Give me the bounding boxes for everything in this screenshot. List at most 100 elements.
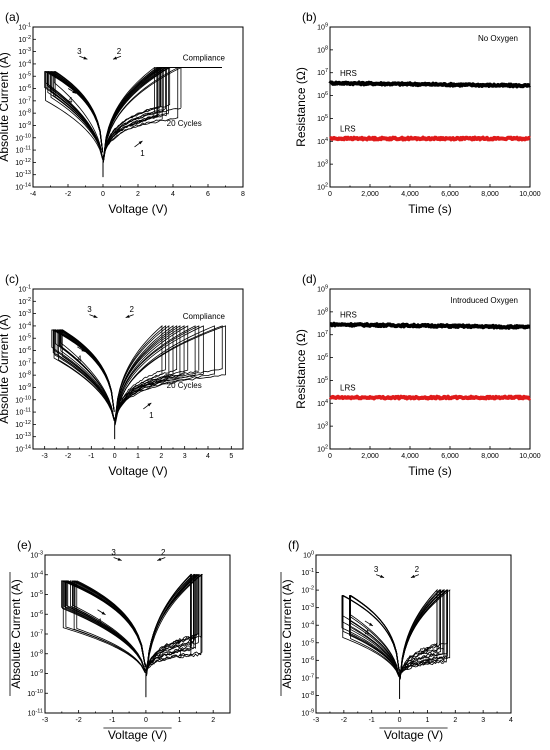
chart-panel-b: (b) 0 2,000 4,000 6,000 8,000 10,000 102 103 104 1…: [294, 10, 541, 216]
iv-curve-reset: [70, 580, 146, 667]
y-tick-label: 10-8: [30, 649, 43, 658]
x-tick-label: 4: [509, 717, 513, 724]
x-tick-label: 1: [425, 717, 429, 724]
iv-curve-lrs: [114, 325, 167, 420]
sweep-arrow-head: [147, 402, 152, 407]
iv-curve-reset: [67, 580, 146, 667]
y-tick-label: 10-7: [18, 96, 31, 105]
iv-curve-hrs-neg: [44, 71, 104, 159]
series-line-lrs: [329, 135, 531, 142]
iv-curve-reset: [47, 70, 104, 153]
y-tick-label: 10-1: [18, 285, 31, 294]
y-tick-label: 102: [317, 445, 328, 454]
y-tick-label: 10-12: [15, 158, 31, 167]
x-tick-label: 4: [206, 453, 210, 460]
x-tick-label: 0: [398, 717, 402, 724]
panel-annotation: Introduced Oxygen: [450, 296, 518, 305]
x-tick-label: 2,000: [361, 191, 379, 198]
y-tick-label: 10-11: [28, 709, 43, 718]
iv-curve-hrs-neg: [59, 329, 115, 420]
compliance-label: Compliance: [183, 312, 226, 321]
y-tick-label: 104: [317, 399, 328, 408]
iv-curve-hrs-neg: [54, 329, 115, 421]
y-tick-label: 109: [317, 23, 328, 32]
y-tick-label: 10-3: [301, 603, 314, 612]
y-tick-label: 10-10: [15, 395, 31, 404]
y-tick-label: 10-3: [18, 47, 31, 56]
iv-curve-hrs-neg: [56, 329, 115, 421]
iv-curve-hrs: [102, 117, 178, 158]
sweep-arrow-head: [157, 557, 162, 561]
x-tick-label: 4,000: [401, 191, 419, 198]
iv-curve-hrs: [114, 373, 162, 419]
iv-curve-reset: [66, 580, 146, 667]
y-tick-label: 10-14: [15, 183, 31, 192]
iv-curve-hrs-neg: [46, 71, 104, 159]
y-tick-label: 10-2: [18, 35, 31, 44]
sweep-arrow-head: [93, 314, 98, 318]
y-axis-title: Resistance (Ω): [294, 329, 308, 409]
x-tick-label: 6,000: [441, 191, 459, 198]
iv-curve-lrs: [102, 67, 179, 163]
sweep-label-4: 4: [365, 628, 370, 637]
y-tick-label: 10-4: [18, 59, 31, 68]
y-tick-label: 10-9: [301, 709, 314, 718]
y-tick-label: 10-8: [18, 109, 31, 118]
x-axis-title: Time (s): [408, 464, 452, 478]
iv-curve-hrs-neg: [65, 580, 146, 674]
x-tick-label: -2: [341, 717, 347, 724]
y-tick-label: 10-8: [18, 371, 31, 380]
y-tick-label: 10-11: [16, 146, 31, 155]
sweep-arrow-head: [117, 557, 122, 561]
iv-curve-lrs: [146, 573, 192, 673]
y-tick-label: 10-5: [301, 638, 314, 647]
x-tick-label: -3: [42, 717, 48, 724]
y-tick-label: 10-6: [18, 346, 31, 355]
sweep-label-1: 1: [427, 657, 432, 666]
iv-curve-lrs: [146, 573, 200, 673]
sweep-label-2: 2: [161, 548, 166, 557]
y-tick-label: 100: [303, 551, 314, 560]
sweep-label-4: 4: [97, 617, 102, 626]
y-tick-label: 10-9: [30, 669, 43, 678]
sweep-arrow-head: [83, 56, 88, 60]
y-tick-label: 106: [317, 353, 328, 362]
iv-curve-lrs: [102, 67, 160, 161]
iv-curve-hrs: [146, 642, 199, 669]
iv-curve-set: [177, 67, 222, 119]
chart-panel-d: (d) 0 2,000 4,000 6,000 8,000 10,000 102 103 104 1…: [294, 272, 541, 478]
iv-curve-reset: [56, 329, 115, 412]
y-tick-label: 10-2: [301, 586, 314, 595]
iv-curve-hrs: [114, 368, 223, 420]
iv-curve-reset: [53, 70, 104, 152]
sweep-arrow-head: [81, 348, 86, 352]
iv-curve-lrs: [114, 325, 174, 422]
sweep-label-1: 1: [149, 411, 154, 420]
iv-curve-reset: [72, 580, 146, 666]
iv-curve-reset: [50, 70, 104, 152]
x-tick-label: 8,000: [481, 453, 499, 460]
sweep-arrow-head: [410, 574, 415, 578]
x-axis-title: Voltage (V): [108, 464, 167, 478]
y-tick-label: 106: [317, 91, 328, 100]
iv-curve-hrs-neg: [50, 71, 104, 160]
panel-label: (b): [302, 10, 317, 24]
x-tick-label: 2: [159, 453, 163, 460]
plot-frame: [315, 554, 512, 714]
iv-curve-hrs-neg: [350, 595, 400, 677]
chart-panel-e: (e) -3 -2 -1 0 1 2 10-11 10-10 10-9 10-8 10-7 10-6 10…: [9, 538, 231, 742]
chart-panel-a: (a)-4 -2 0 2 4 6 810-1410-1310-1210-1110-1010-…: [0, 10, 245, 216]
iv-curve-hrs: [102, 106, 161, 157]
x-tick-label: 1: [136, 453, 140, 460]
sweep-arrow-head: [138, 140, 143, 145]
sweep-label-2: 2: [117, 47, 122, 56]
iv-curve-hrs-neg: [72, 580, 146, 671]
series-label-hrs: HRS: [340, 310, 357, 319]
iv-curve-lrs: [399, 589, 445, 680]
plot-frame: [329, 288, 531, 450]
iv-curve-hrs: [114, 374, 226, 420]
y-tick-label: 10-3: [18, 309, 31, 318]
iv-curve-hrs-neg: [349, 595, 400, 675]
series-label-lrs: LRS: [340, 125, 356, 134]
x-tick-label: 1: [178, 717, 182, 724]
